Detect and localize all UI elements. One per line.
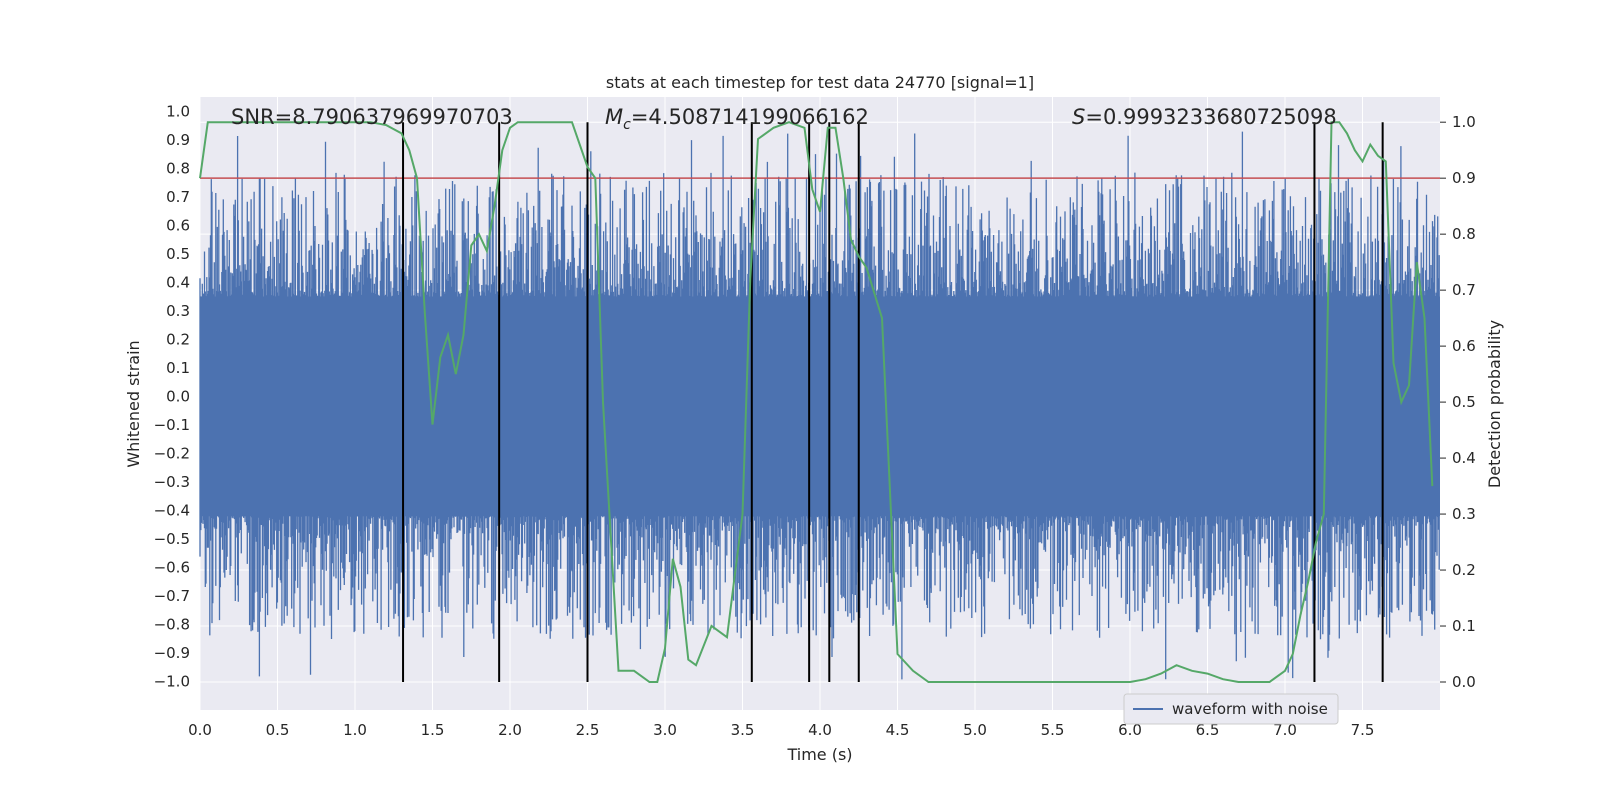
y-tick-label-left: −0.6 bbox=[154, 558, 190, 576]
axis-ticks: 0.0 0.5 1.0 1.5 2.0 2.5 3.0 3.5 4.0 4.5 5.0 5.5 6.0 6… bbox=[154, 102, 1476, 739]
x-tick-label: 1.0 bbox=[343, 721, 367, 739]
y-tick-label-left: 0.9 bbox=[166, 131, 190, 149]
x-tick-label: 0.0 bbox=[188, 721, 212, 739]
y-tick-label-left: −0.9 bbox=[154, 644, 190, 662]
x-tick-label: 7.0 bbox=[1273, 721, 1297, 739]
y-axis-label-right: Detection probability bbox=[1485, 320, 1504, 488]
y-tick-label-left: 0.6 bbox=[166, 216, 190, 234]
probability-series bbox=[199, 121, 1434, 683]
y-tick-label-right: 0.5 bbox=[1452, 393, 1476, 411]
y-tick-label-right: 0.8 bbox=[1452, 225, 1476, 243]
y-tick-label-right: 1.0 bbox=[1452, 113, 1476, 131]
score-value: =0.9993233680725098 bbox=[1085, 105, 1336, 129]
y-axis-label-left: Whitened strain bbox=[124, 340, 143, 467]
y-tick-label-left: −1.0 bbox=[154, 672, 190, 690]
legend-label-waveform: waveform with noise bbox=[1172, 700, 1328, 718]
x-tick-label: 6.5 bbox=[1196, 721, 1220, 739]
x-tick-label: 3.5 bbox=[731, 721, 755, 739]
chirp-mass-symbol: M bbox=[605, 105, 623, 129]
chirp-mass-subscript: c bbox=[623, 117, 631, 133]
x-tick-label: 0.5 bbox=[266, 721, 290, 739]
x-tick-label: 5.0 bbox=[963, 721, 987, 739]
vertical-markers bbox=[402, 122, 1384, 683]
x-tick-label: 5.5 bbox=[1041, 721, 1065, 739]
y-tick-label-left: −0.1 bbox=[154, 416, 190, 434]
x-axis-label: Time (s) bbox=[786, 745, 852, 764]
y-tick-label-left: 0.0 bbox=[166, 387, 190, 405]
y-tick-label-right: 0.3 bbox=[1452, 505, 1476, 523]
y-tick-label-left: −0.2 bbox=[154, 444, 190, 462]
y-tick-label-right: 0.4 bbox=[1452, 449, 1476, 467]
y-tick-label-left: 0.4 bbox=[166, 273, 190, 291]
y-tick-label-left: 0.3 bbox=[166, 302, 190, 320]
y-tick-label-left: −0.5 bbox=[154, 530, 190, 548]
x-tick-label: 7.5 bbox=[1351, 721, 1375, 739]
y-tick-label-right: 0.1 bbox=[1452, 617, 1476, 635]
snr-annotation: SNR=8.790637969970703 bbox=[231, 105, 513, 129]
x-tick-label: 6.0 bbox=[1118, 721, 1142, 739]
x-tick-label: 1.5 bbox=[421, 721, 445, 739]
y-tick-label-left: −0.3 bbox=[154, 473, 190, 491]
chirp-mass-annotation: Mc=4.508714199066162 bbox=[605, 105, 869, 133]
y-tick-label-left: 0.8 bbox=[166, 159, 190, 177]
x-tick-label: 4.5 bbox=[886, 721, 910, 739]
chirp-mass-value: =4.508714199066162 bbox=[631, 105, 869, 129]
y-tick-label-right: 0.9 bbox=[1452, 169, 1476, 187]
y-tick-label-left: 0.2 bbox=[166, 330, 190, 348]
y-tick-label-left: 0.5 bbox=[166, 245, 190, 263]
y-tick-label-left: −0.8 bbox=[154, 615, 190, 633]
y-tick-label-left: 0.1 bbox=[166, 359, 190, 377]
y-tick-label-left: 1.0 bbox=[166, 102, 190, 120]
waveform-series bbox=[199, 131, 1440, 680]
legend-box bbox=[1123, 693, 1339, 725]
y-tick-label-left: −0.4 bbox=[154, 501, 190, 519]
x-tick-label: 3.0 bbox=[653, 721, 677, 739]
y-tick-label-left: −0.7 bbox=[154, 587, 190, 605]
x-tick-label: 4.0 bbox=[808, 721, 832, 739]
y-tick-label-right: 0.6 bbox=[1452, 337, 1476, 355]
y-tick-label-right: 0.7 bbox=[1452, 281, 1476, 299]
y-tick-label-right: 0.2 bbox=[1452, 561, 1476, 579]
x-tick-label: 2.5 bbox=[576, 721, 600, 739]
x-tick-label: 2.0 bbox=[498, 721, 522, 739]
y-tick-label-left: 0.7 bbox=[166, 188, 190, 206]
score-symbol: S bbox=[1072, 105, 1085, 129]
score-annotation: S=0.9993233680725098 bbox=[1072, 105, 1337, 129]
y-tick-label-right: 0.0 bbox=[1452, 673, 1476, 691]
chart-title: stats at each timestep for test data 247… bbox=[606, 73, 1034, 92]
legend: waveform with noise bbox=[1123, 693, 1339, 725]
